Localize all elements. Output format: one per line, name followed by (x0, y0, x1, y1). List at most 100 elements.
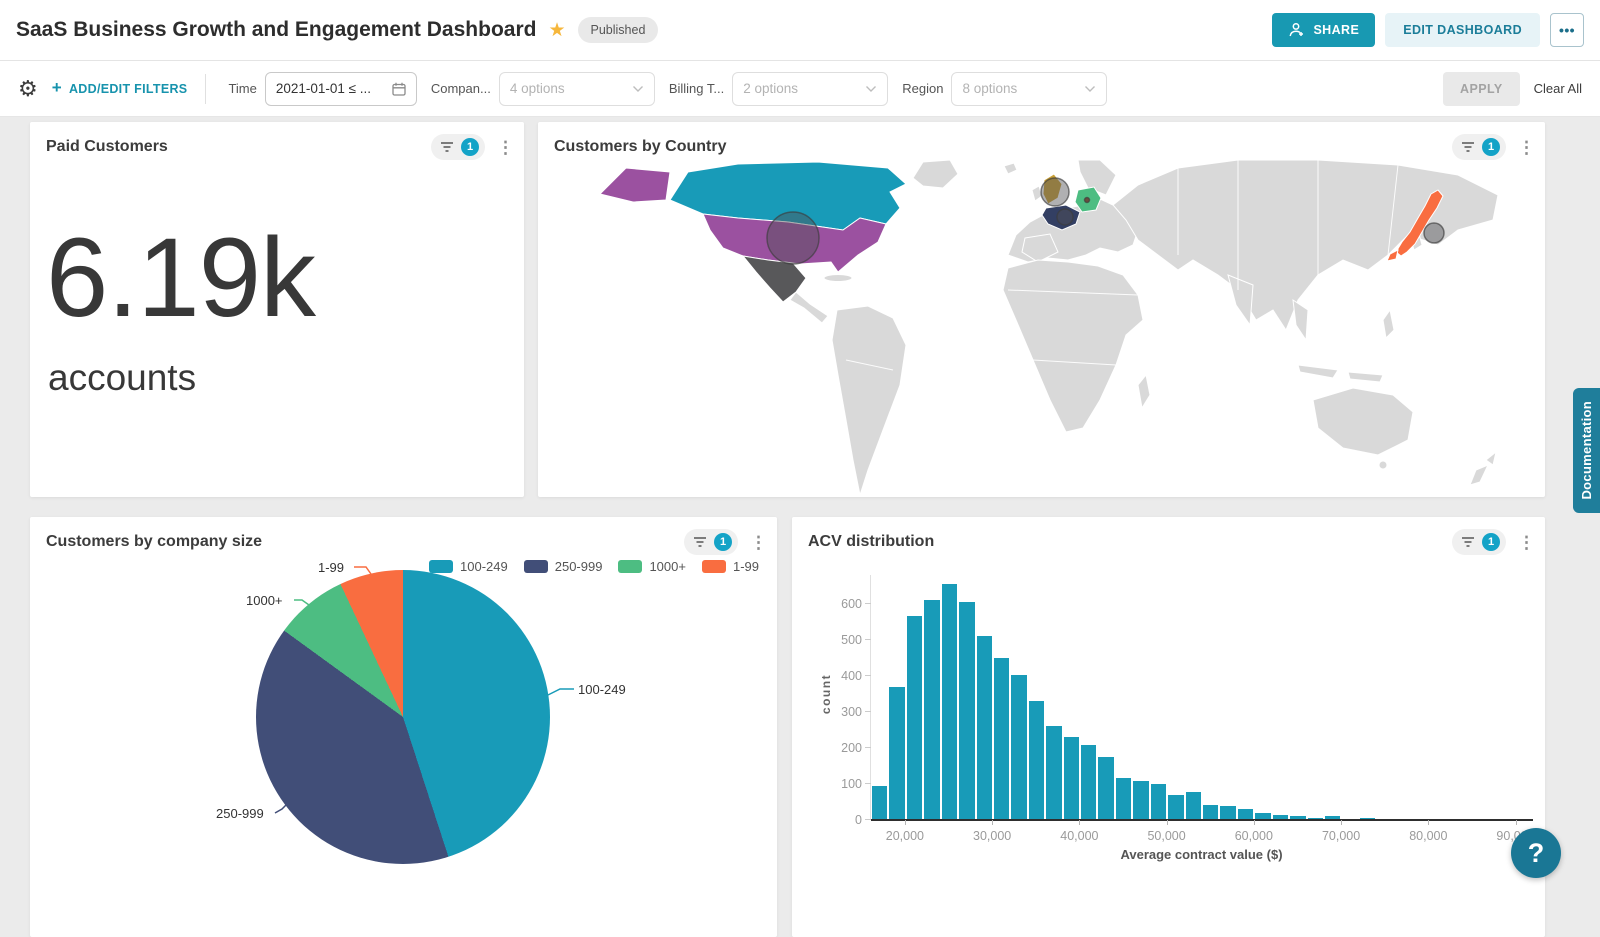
help-button[interactable]: ? (1511, 828, 1561, 878)
share-button[interactable]: SHARE (1272, 13, 1376, 47)
widget-filter-chip[interactable]: 1 (1452, 134, 1506, 160)
pie-label-1000: 1000+ (246, 593, 283, 608)
filter-count-badge: 1 (714, 533, 732, 551)
landmass-indonesia (1347, 371, 1384, 383)
histogram-bar (1132, 781, 1150, 820)
time-filter-label: Time (228, 81, 257, 96)
clear-all-button[interactable]: Clear All (1533, 81, 1582, 96)
histogram-bar (1323, 816, 1342, 820)
legend-label: 100-249 (460, 559, 508, 574)
landmass-asia (1112, 160, 1499, 332)
time-filter-dropdown[interactable]: 2021-01-01 ≤ ... (264, 71, 417, 106)
bubble-germany (1083, 196, 1091, 204)
histogram-bar (940, 584, 959, 820)
histogram-bar (1010, 675, 1028, 820)
pie-legend: 100-249 250-999 1000+ 1-99 (429, 559, 759, 574)
documentation-tab[interactable]: Documentation (1573, 388, 1600, 513)
filter-icon (1462, 142, 1474, 152)
filter-icon (1462, 537, 1474, 547)
bubble-uk (1040, 177, 1070, 207)
legend-swatch (701, 560, 726, 573)
x-tick-label: 40,000 (1060, 829, 1099, 843)
y-tick-label: 400 (841, 668, 862, 683)
map-widget: Customers by Country 1 ⋮ (538, 122, 1545, 497)
chevron-down-icon (1085, 85, 1096, 92)
landmass-africa (1002, 259, 1144, 433)
company-filter-dropdown[interactable]: 4 options (498, 71, 655, 106)
histogram-bar (905, 616, 924, 820)
widget-filter-chip[interactable]: 1 (431, 134, 485, 160)
edit-dashboard-button[interactable]: EDIT DASHBOARD (1385, 13, 1540, 47)
histogram-bar (1202, 804, 1220, 820)
region-filter-dropdown[interactable]: 8 options (951, 71, 1108, 106)
kpi-value: 6.19k (46, 215, 316, 340)
filter-count-badge: 1 (1482, 138, 1500, 156)
widget-menu-button[interactable]: ⋮ (497, 137, 514, 157)
widget-menu-button[interactable]: ⋮ (750, 532, 767, 552)
company-filter-label: Compan... (430, 81, 491, 96)
histogram-widget: ACV distribution 1 ⋮ count 0 100 200 300 400… (792, 517, 1545, 937)
legend-label: 1-99 (732, 559, 759, 574)
histogram-bar (1184, 791, 1202, 820)
legend-item[interactable]: 100-249 (429, 559, 508, 574)
histogram-bar (992, 657, 1011, 820)
share-user-icon (1289, 22, 1304, 37)
landmass-indonesia (1297, 364, 1339, 379)
legend-item[interactable]: 1000+ (618, 559, 686, 574)
chevron-down-icon (866, 85, 877, 92)
widget-filter-chip[interactable]: 1 (1452, 529, 1506, 555)
map-bubbles (766, 177, 1445, 265)
filter-count-badge: 1 (461, 138, 479, 156)
landmass-iceland (1003, 162, 1018, 175)
histogram-bar (871, 785, 889, 820)
favorite-star-icon[interactable]: ★ (548, 19, 566, 41)
pie-chart[interactable] (256, 570, 550, 864)
legend-item[interactable]: 1-99 (701, 559, 759, 574)
landmass-caribbean (823, 274, 853, 282)
calendar-icon (392, 82, 406, 96)
add-edit-filters-button[interactable]: + ADD/EDIT FILTERS (51, 77, 188, 97)
landmass-scandinavia (1077, 160, 1117, 196)
widget-title: Customers by Country (554, 138, 727, 155)
y-axis-ticks: 0 100 200 300 400 500 600 (828, 575, 870, 827)
pie-label-1-99: 1-99 (318, 560, 345, 575)
more-options-button[interactable]: ••• (1550, 13, 1584, 47)
x-axis-line (871, 818, 1533, 821)
kpi-unit: accounts (48, 357, 197, 398)
billing-filter-dropdown[interactable]: 2 options (732, 71, 889, 106)
y-tick-label: 200 (841, 740, 862, 755)
top-bar: SaaS Business Growth and Engagement Dash… (0, 0, 1600, 61)
bubble-japan (1423, 222, 1445, 244)
legend-swatch (618, 560, 643, 573)
histogram-bar (1254, 812, 1272, 820)
widget-menu-button[interactable]: ⋮ (1518, 137, 1535, 157)
widget-menu-button[interactable]: ⋮ (1518, 532, 1535, 552)
pie-label-100-249: 100-249 (578, 682, 626, 697)
x-tick-label: 80,000 (1409, 829, 1448, 843)
histogram-bar (1219, 805, 1237, 820)
divider (205, 73, 207, 104)
widget-title: Customers by company size (46, 533, 263, 550)
landmass-philippines (1382, 308, 1395, 340)
histogram-bar (1114, 777, 1133, 820)
landmass-madagascar (1137, 373, 1151, 410)
filter-icon (694, 537, 706, 547)
y-tick-label: 0 (855, 813, 862, 827)
y-tick-label: 100 (841, 776, 862, 791)
settings-gear-icon[interactable]: ⚙ (18, 75, 38, 101)
legend-item[interactable]: 250-999 (523, 559, 603, 574)
landmass-australia (1312, 387, 1414, 456)
landmass-tasmania (1378, 460, 1388, 470)
landmass-india (1227, 274, 1254, 327)
apply-button[interactable]: APPLY (1443, 71, 1520, 106)
region-filter-label: Region (902, 81, 944, 96)
legend-label: 250-999 (554, 559, 603, 574)
world-map[interactable] (538, 160, 1545, 497)
x-tick-label: 70,000 (1321, 829, 1361, 843)
histogram-bar (923, 600, 941, 820)
widget-filter-chip[interactable]: 1 (684, 529, 738, 555)
landmass-south-america (831, 305, 907, 497)
status-badge: Published (577, 17, 659, 43)
country-japan (1395, 189, 1444, 257)
country-uk (1042, 173, 1063, 205)
